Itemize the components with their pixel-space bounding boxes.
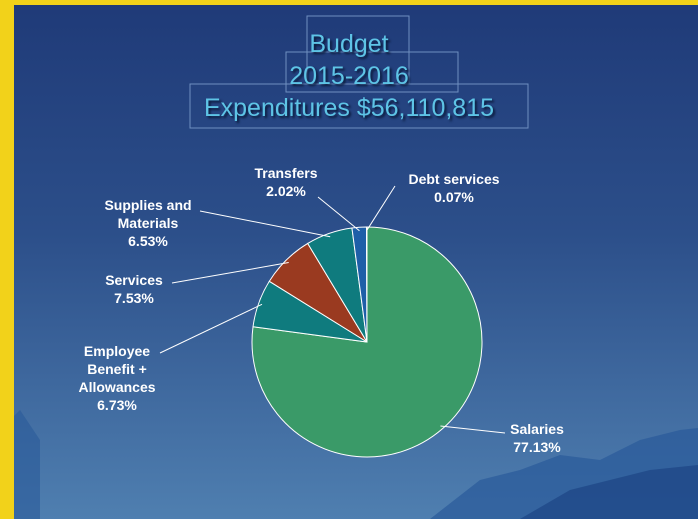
pie-slice <box>366 227 367 342</box>
slice-value: 6.53% <box>88 232 208 250</box>
slide: Budget 2015-2016 Expenditures $56,110,81… <box>0 0 698 519</box>
slice-value: 6.73% <box>62 396 172 414</box>
title-line: 2015-2016 <box>0 62 698 91</box>
slice-value: 77.13% <box>492 438 582 456</box>
slice-value: 2.02% <box>241 182 331 200</box>
slice-name: Supplies and Materials <box>88 196 208 232</box>
slice-name: Transfers <box>241 164 331 182</box>
title-line: Expenditures $56,110,815 <box>0 94 698 123</box>
title-line: Budget <box>0 30 698 59</box>
leader-line <box>318 197 359 231</box>
slice-name: Salaries <box>492 420 582 438</box>
leader-line <box>160 304 262 353</box>
slice-name: Employee Benefit + Allowances <box>62 342 172 396</box>
leader-line <box>200 211 330 237</box>
slice-name: Services <box>84 271 184 289</box>
slice-name: Debt services <box>389 170 519 188</box>
slice-value: 7.53% <box>84 289 184 307</box>
slice-value: 0.07% <box>389 188 519 206</box>
